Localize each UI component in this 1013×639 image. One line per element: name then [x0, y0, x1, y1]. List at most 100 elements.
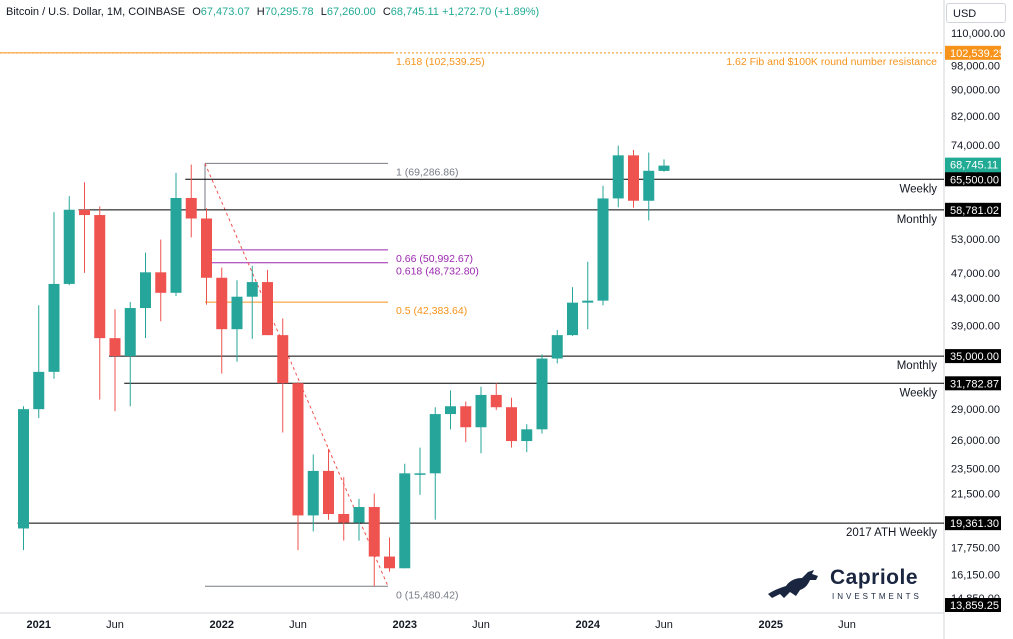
candle-body: [323, 470, 334, 514]
price-tick-label: 43,000.00: [951, 293, 1000, 305]
price-tick-label: 21,500.00: [951, 489, 1000, 501]
candle-body: [307, 470, 319, 516]
candle-body: [262, 282, 273, 336]
price-tick-label: 82,000.00: [951, 111, 1000, 123]
price-tick-label: 53,000.00: [951, 234, 1000, 246]
fib-ext-note: 1.62 Fib and $100K round number resistan…: [726, 56, 937, 68]
symbol-label: Bitcoin / U.S. Dollar, 1M, COINBASE: [6, 6, 186, 18]
price-badge-label: 31,782.87: [950, 378, 999, 390]
candle-body: [216, 277, 228, 330]
price-badge: [945, 349, 1001, 364]
candle-body: [79, 209, 90, 216]
price-tick-label: 26,000.00: [951, 435, 1000, 447]
time-tick-label: Jun: [838, 619, 856, 631]
price-tick-label: 29,000.00: [951, 404, 1000, 416]
fib-level-label: 0.66 (50,992.67): [396, 253, 473, 265]
candle-body: [94, 215, 106, 339]
candle-body: [429, 414, 441, 474]
candle-body: [338, 513, 350, 523]
price-tick-label: 110,000.00: [951, 28, 1005, 40]
candle-body: [231, 296, 243, 330]
logo-name: Capriole: [830, 566, 919, 589]
logo-subtitle: INVESTMENTS: [832, 592, 922, 601]
time-tick-label: Jun: [472, 619, 490, 631]
candle-body: [551, 335, 563, 359]
price-badge: [945, 202, 1001, 217]
candle-body: [475, 394, 487, 428]
price-badge-label: 13,859.25: [950, 600, 999, 612]
fib-level-label: 0.618 (48,732.80): [396, 266, 479, 278]
candle-body: [460, 406, 472, 428]
candle-body: [292, 383, 304, 516]
candle-body: [155, 272, 167, 293]
candle-body: [368, 507, 380, 557]
price-tick-label: 16,150.00: [951, 569, 1000, 581]
price-badge: [945, 516, 1001, 531]
candle-body: [353, 507, 365, 523]
price-badge-label: 19,361.30: [950, 518, 999, 530]
time-tick-label: 2022: [210, 619, 234, 631]
candle-body: [567, 302, 578, 336]
fib-trend-line: [204, 163, 389, 587]
candle-body: [277, 335, 289, 384]
candle-body: [536, 358, 548, 430]
candle-body: [201, 218, 212, 278]
price-badge: [945, 598, 1001, 612]
capriole-logo: Capriole INVESTMENTS: [766, 564, 936, 604]
price-badge-label: 58,781.02: [950, 205, 999, 217]
candle-body: [612, 155, 624, 199]
candle-body: [445, 406, 456, 415]
level-line-label: 2017 ATH Weekly: [846, 527, 937, 539]
low-value: 67,260.00: [326, 6, 376, 18]
time-tick-label: 2021: [27, 619, 51, 631]
time-tick-label: Jun: [289, 619, 307, 631]
price-badge-label: 65,500.00: [950, 174, 999, 186]
candle-body: [246, 282, 258, 297]
price-tick-label: 90,000.00: [951, 85, 1000, 97]
candle-body: [185, 197, 197, 219]
price-tick-label: 98,000.00: [951, 61, 1000, 73]
price-badge: [945, 376, 1001, 391]
price-tick-label: 74,000.00: [951, 140, 1000, 152]
open-label: O: [192, 6, 201, 18]
close-value: 68,745.11: [390, 6, 439, 18]
candle-body: [124, 308, 136, 357]
fib-level-label: 0.5 (42,383.64): [396, 305, 467, 317]
price-badge-label: 102,539.25: [950, 48, 1005, 60]
candle-body: [109, 338, 121, 357]
time-tick-label: 2025: [759, 619, 783, 631]
level-line-label: Monthly: [897, 360, 938, 372]
price-badge: [945, 172, 1001, 187]
price-tick-label: 39,000.00: [951, 321, 1000, 333]
candle-body: [63, 209, 75, 284]
candle-body: [48, 283, 60, 372]
time-tick-label: 2023: [393, 619, 417, 631]
price-badge: [945, 45, 1001, 60]
candle-body: [490, 394, 502, 408]
high-value: 70,295.78: [264, 6, 314, 18]
close-label: C: [382, 6, 391, 18]
open-value: 67,473.07: [200, 6, 250, 18]
candle-body: [414, 473, 426, 475]
high-label: H: [256, 6, 265, 18]
level-line-label: Weekly: [900, 387, 938, 399]
candle-body: [628, 155, 639, 201]
candle-body: [597, 198, 609, 301]
currency-button[interactable]: USD: [946, 3, 1006, 23]
candle-body: [506, 407, 517, 442]
fib-ext-label: 1.618 (102,539.25): [396, 56, 485, 68]
candle-body: [384, 556, 395, 569]
price-badge-label: 68,745.11: [950, 160, 998, 172]
time-tick-label: 2024: [576, 619, 601, 631]
fib-level-label: 1 (69,286.86): [396, 166, 458, 178]
legend-row: Bitcoin / U.S. Dollar, 1M, COINBASE O67,…: [6, 6, 539, 18]
fib-level-label: 0 (15,480.42): [396, 589, 458, 601]
price-tick-label: 47,000.00: [951, 268, 1000, 280]
low-label: L: [320, 6, 327, 18]
candle-body: [170, 197, 182, 293]
candle-body: [582, 300, 594, 303]
candle-body: [658, 165, 670, 171]
candle-body: [33, 371, 45, 410]
time-tick-label: Jun: [655, 619, 673, 631]
